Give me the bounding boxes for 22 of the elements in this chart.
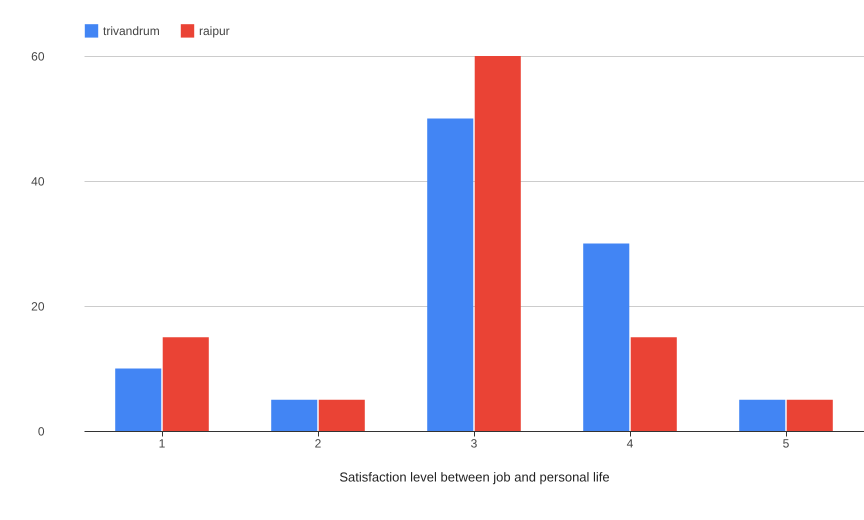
x-tick-label: 2 bbox=[314, 436, 322, 450]
bar bbox=[162, 337, 209, 431]
x-axis-title: Satisfaction level between job and personal life bbox=[339, 470, 610, 484]
bar bbox=[474, 56, 521, 431]
bar bbox=[583, 244, 630, 431]
bar bbox=[271, 400, 318, 431]
bar bbox=[630, 337, 677, 431]
x-tick-label: 3 bbox=[470, 436, 478, 450]
legend-label: trivandrum bbox=[103, 24, 160, 38]
bar bbox=[115, 368, 162, 431]
y-tick-label: 20 bbox=[31, 300, 45, 314]
x-tick-label: 1 bbox=[158, 436, 166, 450]
bar bbox=[786, 400, 833, 431]
x-tick-label: 5 bbox=[782, 436, 790, 450]
bar bbox=[739, 400, 786, 431]
y-tick-label: 40 bbox=[31, 174, 45, 188]
x-tick-label: 4 bbox=[626, 436, 634, 450]
legend-label: raipur bbox=[199, 24, 230, 38]
y-tick-label: 0 bbox=[38, 424, 45, 438]
y-tick-label: 60 bbox=[31, 50, 45, 64]
bar bbox=[318, 400, 365, 431]
bar bbox=[427, 118, 474, 431]
